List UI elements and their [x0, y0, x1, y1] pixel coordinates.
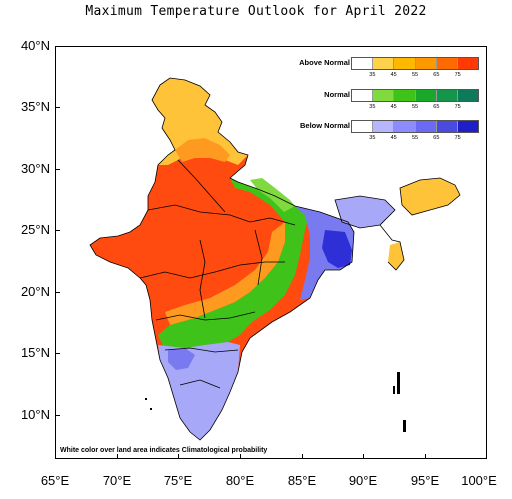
legend-above-normal: Above Normal 35 45 55 65 75	[270, 57, 482, 85]
latitude-label: 25°N	[20, 222, 50, 237]
legend-swatch	[352, 90, 374, 101]
latitude-label: 35°N	[20, 99, 50, 114]
legend-swatch	[394, 58, 416, 69]
latitude-tick	[55, 292, 60, 293]
map-title: Maximum Temperature Outlook for April 20…	[85, 4, 427, 19]
region-above-normal-ne2	[388, 242, 404, 270]
region-normal	[158, 178, 310, 350]
latitude-tick	[55, 169, 60, 170]
boundaries	[89, 77, 461, 441]
islands	[145, 372, 406, 432]
legend-swatch	[457, 121, 479, 132]
legend-normal: Normal 35 45 55 65 75	[270, 89, 482, 117]
legend-above-normal-bar	[351, 57, 479, 70]
legend-tick-label: 75	[454, 72, 461, 78]
region-above-normal-mid-east	[165, 222, 285, 325]
legend-swatch	[373, 121, 395, 132]
region-below-normal-mid	[168, 348, 195, 370]
legend-tick-label: 55	[411, 104, 419, 110]
legend-swatch	[436, 58, 458, 69]
legend-swatch	[352, 58, 374, 69]
legend-tick-label: 45	[390, 104, 397, 110]
legend-normal-bar	[351, 89, 479, 102]
legend-swatch	[373, 58, 395, 69]
legend-above-normal-ticks: 35 45 55 65 75	[351, 72, 479, 80]
legend-swatch	[457, 90, 479, 101]
region-above-normal-light	[152, 78, 248, 165]
latitude-tick	[55, 415, 60, 416]
legend-below-normal: Below Normal 35 45 55 65 75	[270, 120, 482, 148]
longitude-label: 75°E	[163, 473, 193, 488]
legend-below-normal-label: Below Normal	[299, 121, 350, 130]
legend-below-normal-bar	[351, 120, 479, 133]
longitude-label: 85°E	[287, 473, 317, 488]
latitude-tick	[55, 230, 60, 231]
region-above-normal-mid	[175, 138, 230, 162]
latitude-label: 20°N	[20, 284, 50, 299]
longitude-label: 100°E	[461, 473, 497, 488]
legend-normal-label: Normal	[324, 90, 350, 99]
legend-tick-label: 65	[433, 72, 440, 78]
legend-below-normal-ticks: 35 45 55 65 75	[351, 135, 479, 143]
legend-tick-label: 45	[390, 72, 397, 78]
latitude-label: 40°N	[20, 38, 50, 53]
longitude-tick	[178, 454, 179, 459]
legend-tick-label: 55	[411, 135, 419, 141]
legend-swatch	[436, 90, 458, 101]
legend-tick-label: 75	[454, 135, 461, 141]
region-below-normal-light-ne	[335, 196, 395, 228]
longitude-tick	[425, 454, 426, 459]
legend-tick-label: 35	[369, 72, 376, 78]
longitude-tick	[55, 454, 56, 459]
legend-swatch	[436, 121, 458, 132]
legend-swatch	[457, 58, 479, 69]
legend-tick-label: 75	[454, 104, 461, 110]
longitude-tick	[302, 454, 303, 459]
legend-swatch	[373, 90, 395, 101]
legend-swatch	[352, 121, 374, 132]
legend-swatch	[394, 90, 416, 101]
region-above-normal-strong	[90, 78, 354, 440]
latitude-label: 10°N	[20, 407, 50, 422]
footnote: White color over land area indicates Cli…	[60, 447, 268, 454]
longitude-tick	[486, 454, 487, 459]
legend-tick-label: 55	[411, 72, 419, 78]
longitude-label: 65°E	[40, 473, 70, 488]
longitude-label: 95°E	[410, 473, 440, 488]
legend-swatch	[415, 58, 437, 69]
longitude-label: 80°E	[225, 473, 255, 488]
legend-swatch	[394, 121, 416, 132]
latitude-tick	[55, 107, 60, 108]
longitude-tick	[117, 454, 118, 459]
latitude-tick	[55, 46, 60, 47]
longitude-label: 70°E	[102, 473, 132, 488]
longitude-label: 90°E	[348, 473, 378, 488]
legend-tick-label: 45	[390, 135, 397, 141]
legend-tick-label: 35	[369, 104, 376, 110]
legend-tick-label: 65	[433, 104, 440, 110]
legend-tick-label: 35	[369, 135, 376, 141]
legend-normal-ticks: 35 45 55 65 75	[351, 104, 479, 112]
latitude-label: 30°N	[20, 161, 50, 176]
latitude-label: 15°N	[20, 345, 50, 360]
legend-swatch	[415, 121, 437, 132]
longitude-tick	[363, 454, 364, 459]
longitude-tick	[240, 454, 241, 459]
legend-swatch	[415, 90, 437, 101]
latitude-tick	[55, 353, 60, 354]
region-below-normal-strong	[322, 230, 352, 268]
legend-tick-label: 65	[433, 135, 440, 141]
legend-above-normal-label: Above Normal	[299, 58, 350, 67]
